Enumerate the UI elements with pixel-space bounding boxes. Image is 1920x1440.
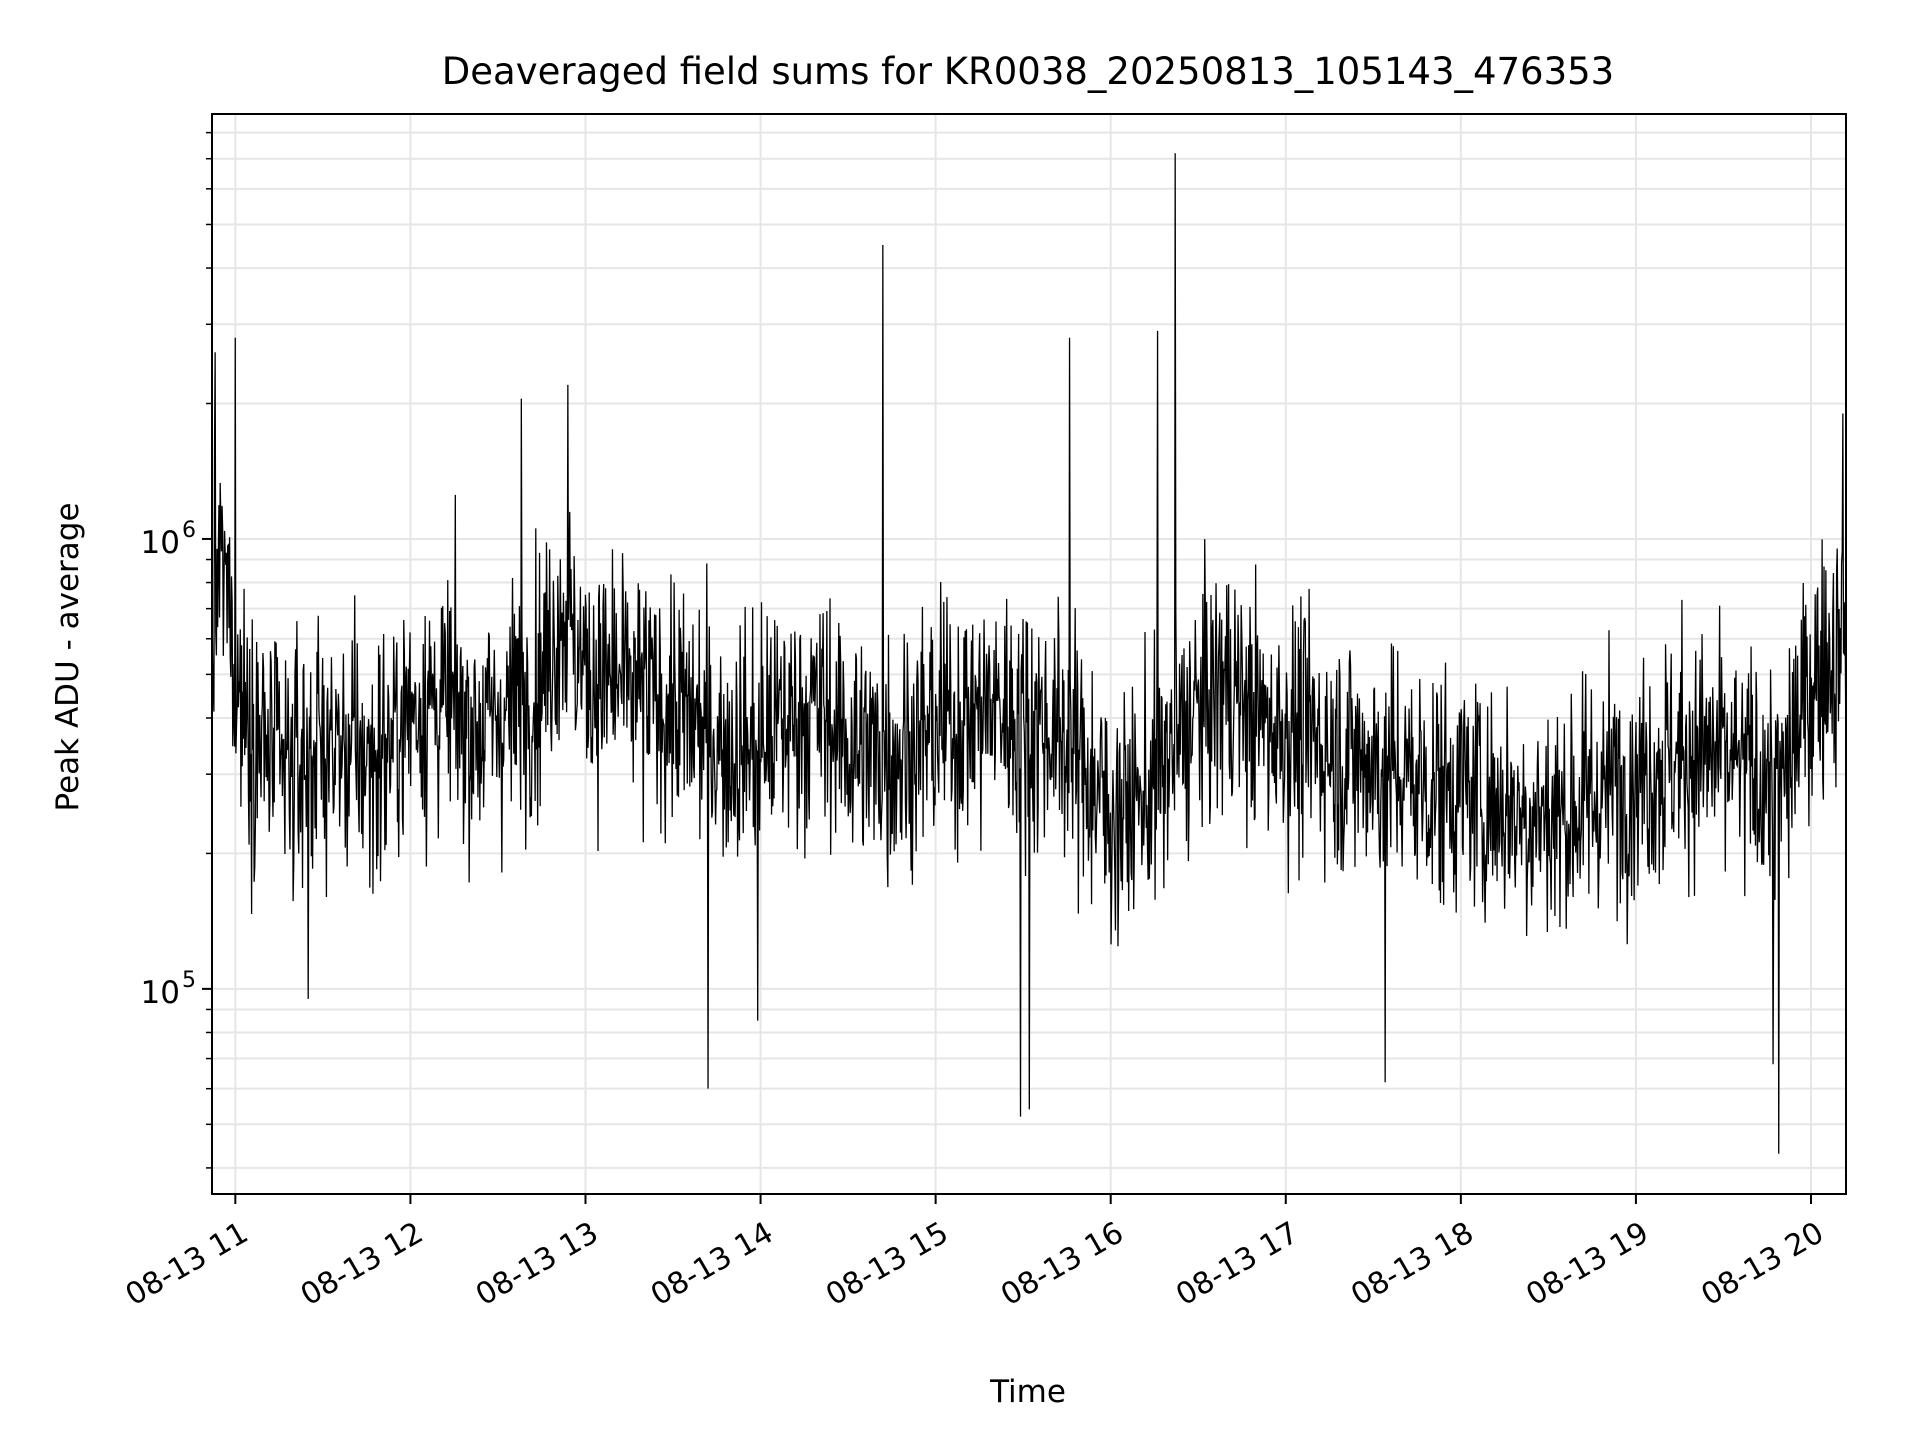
series-line [211, 153, 1847, 1154]
chart-title: Deaveraged field sums for KR0038_2025081… [442, 50, 1614, 93]
y-axis-label: Peak ADU - average [50, 502, 86, 811]
y-tick-label-base: 10 [141, 525, 180, 561]
x-axis-label: Time [989, 1374, 1066, 1410]
y-tick-label-exponent: 5 [182, 968, 196, 993]
axes-frame [211, 113, 1847, 1195]
y-tick-label: 10 6 [141, 518, 196, 561]
y-tick-label-base: 10 [141, 975, 180, 1011]
plot-area [211, 153, 1847, 1154]
y-tick-label: 10 5 [141, 968, 196, 1011]
y-tick-label-exponent: 6 [182, 518, 196, 543]
